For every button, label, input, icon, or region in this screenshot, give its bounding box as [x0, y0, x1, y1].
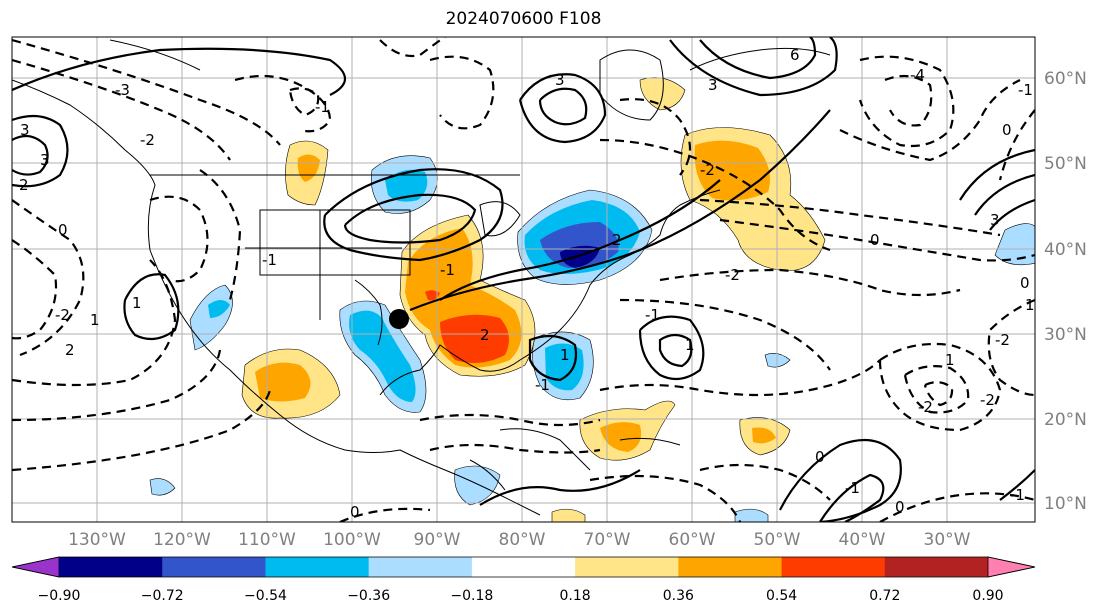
lat-label: 50°N	[1044, 154, 1087, 174]
contour-label: 0	[1002, 121, 1012, 139]
contour-label: -1	[845, 479, 860, 497]
lon-label: 110°W	[238, 530, 296, 550]
contour-label: 0	[870, 231, 880, 249]
colorbar-tick-label: 0.18	[560, 588, 591, 604]
coastlines	[12, 39, 831, 516]
lon-label: 70°W	[584, 530, 631, 550]
contour-label: -2	[980, 391, 995, 409]
contour-lines	[12, 37, 1035, 522]
contour-label: 3	[708, 76, 718, 94]
contour-label: 1	[945, 351, 955, 369]
lat-label: 60°N	[1044, 69, 1087, 89]
contour-label: -1	[535, 376, 550, 394]
lon-label: 90°W	[414, 530, 461, 550]
lon-label: 130°W	[68, 530, 126, 550]
lon-label: 40°W	[839, 530, 886, 550]
colorbar-bin	[59, 557, 163, 577]
colorbar-tick-label: −0.18	[450, 588, 493, 604]
contour-label: -2	[55, 306, 70, 324]
lat-label: 40°N	[1044, 240, 1087, 260]
lon-label: 120°W	[153, 530, 211, 550]
contour-label: 1	[560, 346, 570, 364]
contour-label: 1	[132, 294, 142, 312]
colorbar-over-triangle	[987, 556, 1036, 578]
contour-label: 1	[1025, 296, 1035, 314]
lon-label: 60°W	[669, 530, 716, 550]
contour-label: -1	[262, 251, 277, 269]
contour-label: -1	[440, 261, 455, 279]
contour-label: 0	[1020, 274, 1030, 292]
contour-label: 3	[40, 151, 50, 169]
contour-label: 6	[790, 46, 800, 64]
contour-label: -2	[700, 161, 715, 179]
colorbar-tick-label: −0.36	[347, 588, 390, 604]
lat-label: 30°N	[1044, 325, 1087, 345]
colorbar-bin	[781, 557, 886, 577]
contour-label: 2	[612, 231, 622, 249]
contour-label: -2	[725, 266, 740, 284]
lat-label: 10°N	[1044, 494, 1087, 514]
colorbar-tick-label: 0.72	[869, 588, 900, 604]
lon-label: 50°W	[754, 530, 801, 550]
contour-label: 0	[350, 503, 360, 521]
colorbar-under-triangle	[11, 556, 60, 578]
colorbar-tick-label: −0.90	[38, 588, 81, 604]
lon-label: 80°W	[499, 530, 546, 550]
contour-label: -1	[645, 306, 660, 324]
contour-label: -3	[115, 81, 130, 99]
colorbar-bin	[368, 557, 473, 577]
lon-label: 100°W	[323, 530, 381, 550]
contour-label: -2	[918, 398, 933, 416]
contour-labels: 3 6 3 3 -1 -2 -1 -3 2 3 1 0 1 -1 -2 2 0 …	[19, 46, 1035, 521]
contour-label: -2	[995, 331, 1010, 349]
location-marker	[389, 309, 409, 329]
colorbar-bin	[884, 557, 989, 577]
lon-label: 30°W	[924, 530, 971, 550]
longitude-labels: 130°W 120°W 110°W 100°W 90°W 80°W 70°W 6…	[68, 530, 971, 550]
contour-label: 2	[480, 326, 490, 344]
contour-label: 1	[685, 336, 695, 354]
contour-label: 2	[19, 176, 29, 194]
colorbar-bin	[265, 557, 370, 577]
colorbar-tick-label: −0.72	[141, 588, 184, 604]
colorbar-tick-label: 0.36	[663, 588, 694, 604]
contour-label: 0	[895, 498, 905, 516]
contour-label: 0	[58, 221, 68, 239]
colorbar-bin	[575, 557, 679, 577]
contour-label: -1	[1010, 486, 1025, 504]
colorbar-bin	[162, 557, 266, 577]
colorbar-bin	[471, 557, 576, 577]
contour-label: 2	[65, 341, 75, 359]
contour-label: -1	[315, 98, 330, 116]
colorbar-tick-label: −0.54	[244, 588, 287, 604]
contour-label: 3	[990, 211, 1000, 229]
colorbar-bin	[678, 557, 783, 577]
map-frame	[11, 36, 1036, 523]
contour-label: 3	[555, 71, 565, 89]
colorbar-tick-label: 0.90	[972, 588, 1003, 604]
colorbar	[11, 556, 1036, 578]
colorbar-ticks: −0.90 −0.72 −0.54 −0.36 −0.18 0.18 0.36 …	[38, 588, 1004, 604]
contour-label: -2	[140, 131, 155, 149]
map-title: 2024070600 F108	[445, 9, 602, 29]
contour-label: -1	[1018, 81, 1033, 99]
contour-label: 1	[90, 311, 100, 329]
lat-label: 20°N	[1044, 410, 1087, 430]
latitude-labels: 60°N 50°N 40°N 30°N 20°N 10°N	[1044, 69, 1087, 514]
colorbar-tick-label: 0.54	[766, 588, 797, 604]
contour-label: 0	[815, 448, 825, 466]
contour-label: -4	[910, 66, 925, 84]
contour-label: 3	[20, 121, 30, 139]
